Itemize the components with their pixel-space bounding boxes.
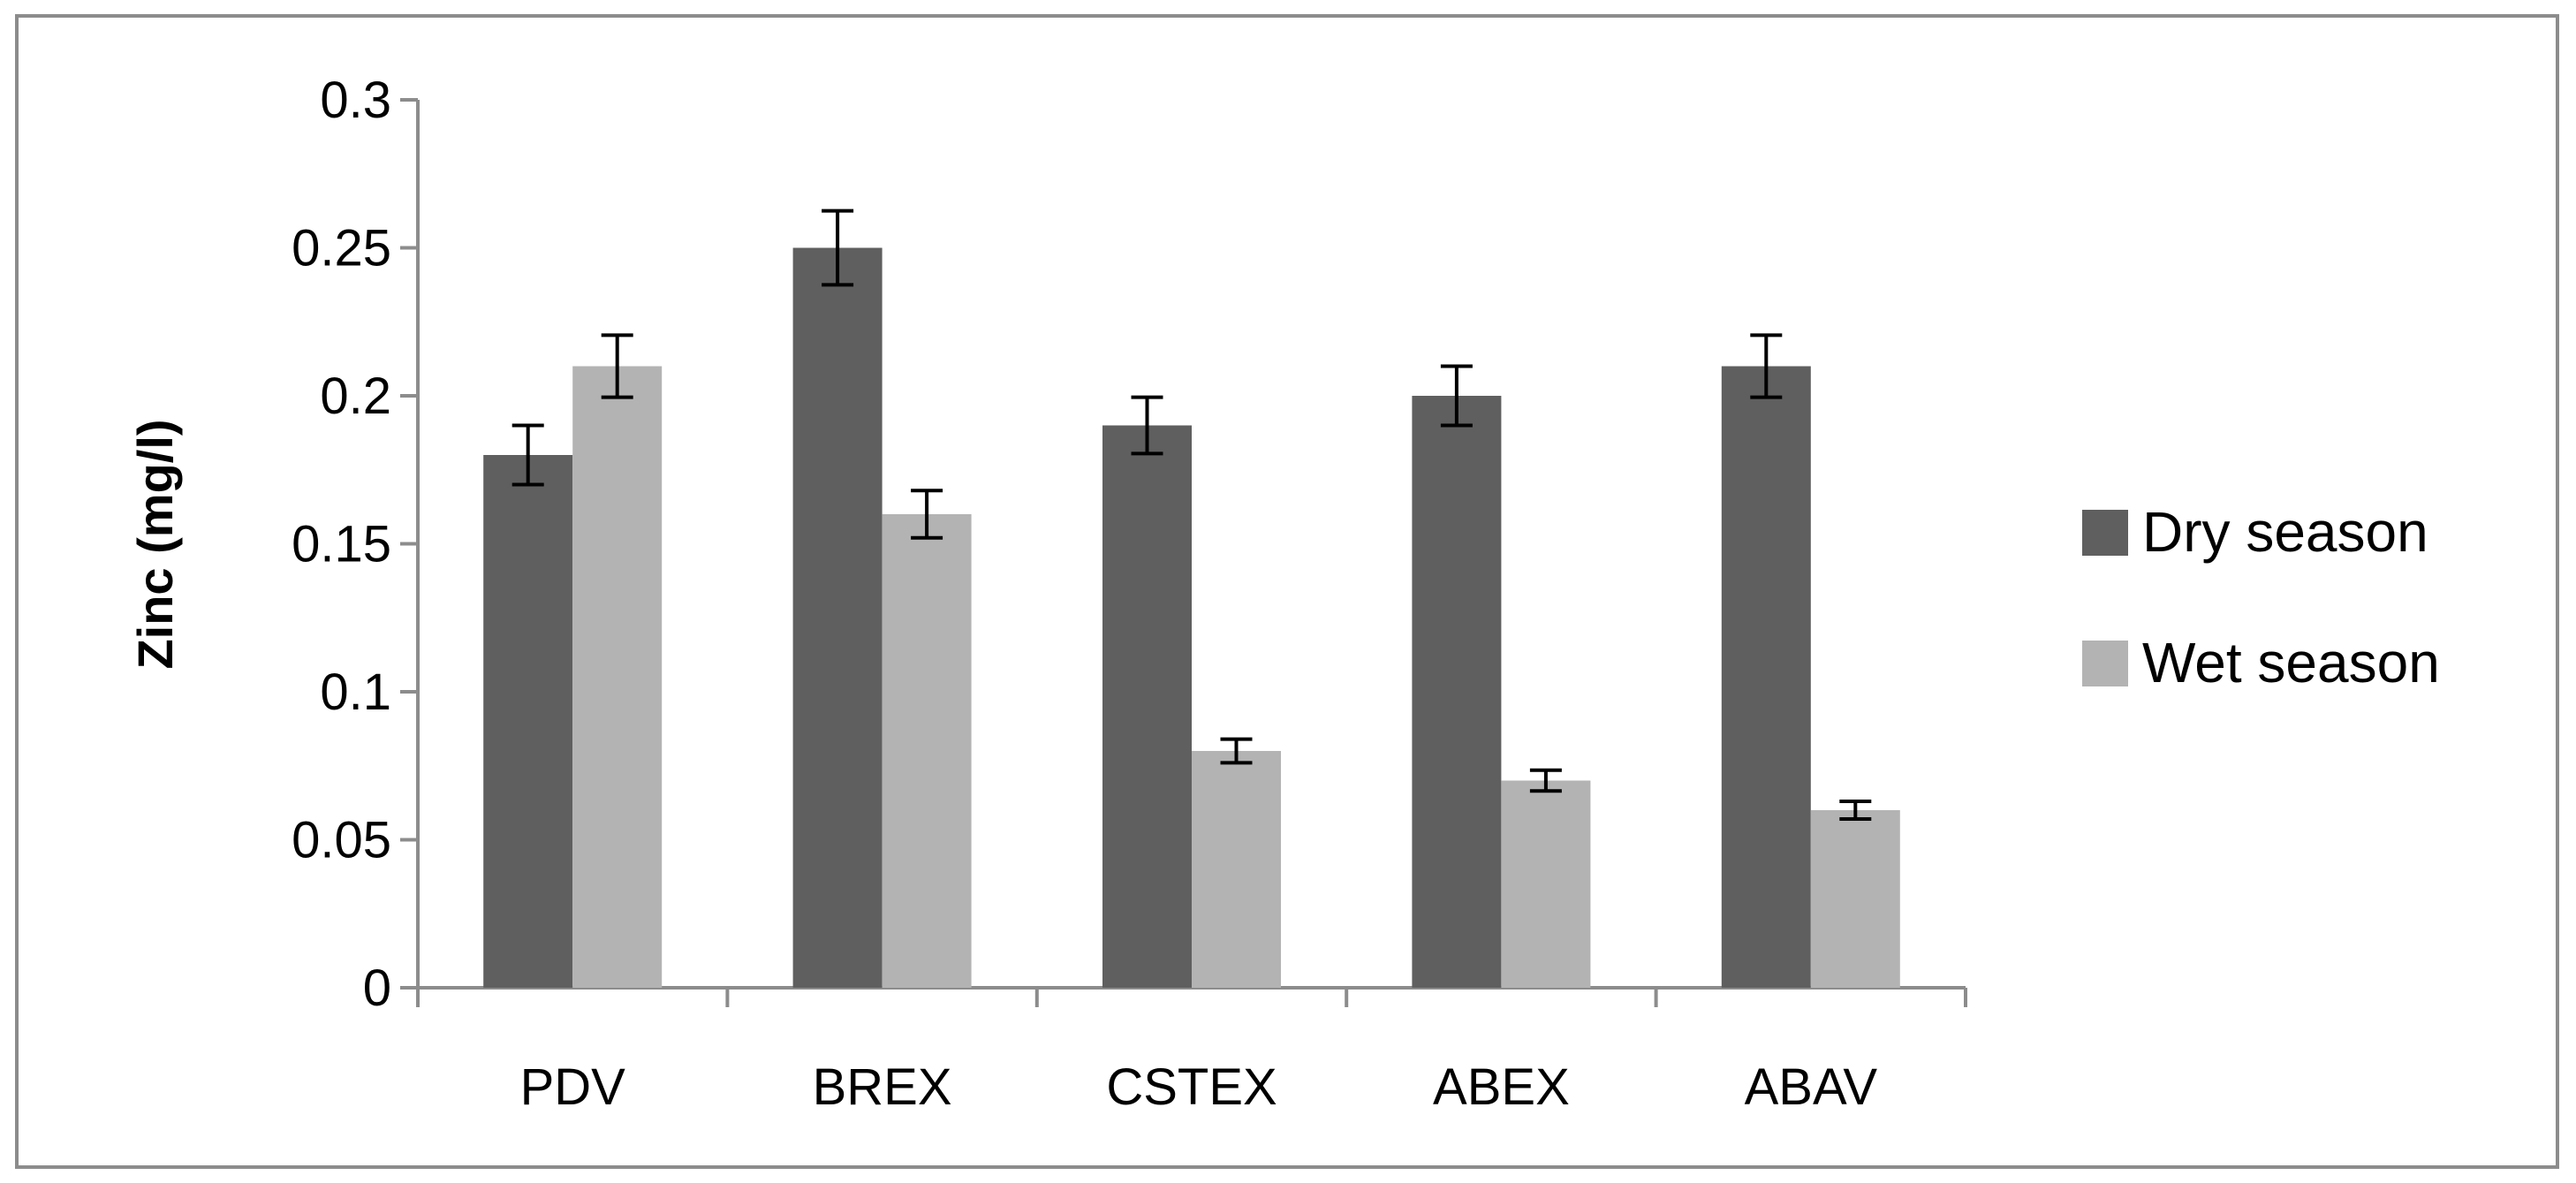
legend-swatch: [2082, 510, 2128, 556]
bar-dry-season-brex: [792, 247, 883, 988]
legend-label: Dry season: [2142, 500, 2428, 564]
y-axis-ticks: 0 0.05 0.1 0.15 0.2 0.25 0.3: [292, 72, 418, 1017]
error-bar: [601, 333, 633, 399]
error-bar: [911, 489, 943, 540]
y-tick-label: 0: [363, 959, 391, 1017]
legend-label: Wet season: [2142, 631, 2440, 694]
error-bar: [511, 423, 544, 487]
category-label: ABEX: [1433, 1058, 1570, 1116]
bar-dry-season-pdv: [483, 455, 573, 988]
error-bar: [1839, 799, 1872, 822]
bar-wet-season-abex: [1501, 780, 1591, 988]
error-bar: [822, 209, 854, 287]
category-label: BREX: [813, 1058, 952, 1116]
bar-wet-season-abav: [1810, 810, 1900, 988]
error-bar: [1220, 737, 1253, 765]
error-bar: [1529, 768, 1562, 793]
bar-wet-season-cstex: [1192, 751, 1281, 988]
legend-swatch: [2082, 641, 2128, 686]
category-label: ABAV: [1745, 1058, 1878, 1116]
bar-wet-season-pdv: [572, 366, 663, 988]
y-tick-label: 0.1: [320, 664, 391, 721]
error-bar: [1131, 395, 1163, 456]
bar-dry-season-cstex: [1102, 425, 1192, 988]
y-axis-title: Zinc (mg/l): [127, 419, 183, 669]
chart-border: [15, 14, 2559, 1169]
bar-dry-season-abav: [1721, 366, 1811, 988]
y-tick-label: 0.2: [320, 368, 391, 425]
y-tick-label: 0.05: [292, 812, 391, 869]
bar-wet-season-brex: [882, 514, 972, 988]
y-tick-label: 0.25: [292, 220, 391, 277]
bars: [483, 209, 1900, 988]
category-label: CSTEX: [1106, 1058, 1277, 1116]
error-bar: [1440, 364, 1473, 428]
bar-dry-season-abex: [1412, 396, 1502, 988]
legend: Dry season Wet season: [2082, 500, 2440, 694]
x-axis-ticks: [416, 988, 1967, 1007]
error-bar: [1750, 333, 1783, 399]
category-label: PDV: [520, 1058, 626, 1116]
y-tick-label: 0.3: [320, 72, 391, 129]
y-tick-label: 0.15: [292, 516, 391, 573]
category-labels: PDV BREX CSTEX ABEX ABAV: [520, 1058, 1878, 1116]
